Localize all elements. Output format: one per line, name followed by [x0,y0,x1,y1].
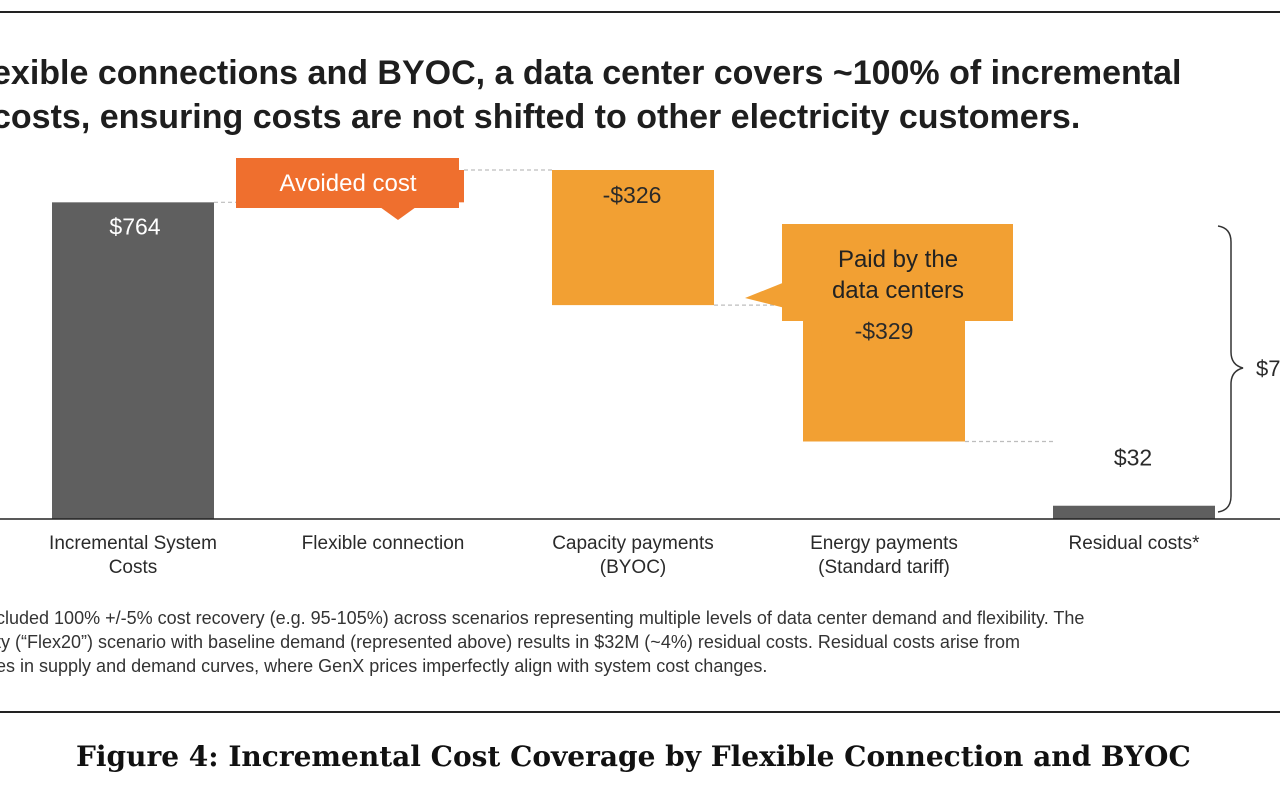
paid-by-label-1: data centers [832,277,964,304]
category-label-0-1: Costs [109,557,158,578]
paid-by-callout [782,224,1013,321]
top-rule [0,11,1280,13]
avoided-cost-callout [236,158,459,208]
footnote-line-3: es in supply and demand curves, where Ge… [0,656,768,676]
category-label-4-0: Residual costs* [1069,533,1201,554]
avoided-cost-callout-pointer [380,207,416,220]
value-label-0: $764 [109,213,160,239]
bottom-rule [0,711,1280,713]
headline-line-1: exible connections and BYOC, a data cent… [0,54,1182,92]
total-brace [1217,225,1244,513]
bar-2 [552,170,714,306]
avoided-cost-label: Avoided cost [280,170,417,197]
paid-by-label-0: Paid by the [838,246,958,273]
category-label-3-0: Energy payments [810,533,958,554]
category-label-1-0: Flexible connection [302,533,465,554]
footnote-line-1: cluded 100% +/-5% cost recovery (e.g. 95… [0,608,1085,628]
paid-by-callout-pointer-left [745,282,785,308]
brace-label: $7 [1256,356,1280,381]
headline-line-2: costs, ensuring costs are not shifted to… [0,98,1081,136]
category-label-2-0: Capacity payments [552,533,714,554]
bar-4 [1053,505,1215,519]
bar-0 [52,202,214,519]
category-label-2-1: (BYOC) [600,557,667,578]
paid-by-callout-pointer-bottom [818,318,868,353]
value-label-2: -$326 [603,182,662,208]
footnote-line-2: ty (“Flex20”) scenario with baseline dem… [0,632,1020,652]
value-label-3: -$329 [855,318,914,344]
value-label-4: $32 [1114,445,1152,471]
figure-caption: Figure 4: Incremental Cost Coverage by F… [76,740,1191,773]
category-label-0-0: Incremental System [49,533,217,554]
category-label-3-1: (Standard tariff) [818,557,950,578]
